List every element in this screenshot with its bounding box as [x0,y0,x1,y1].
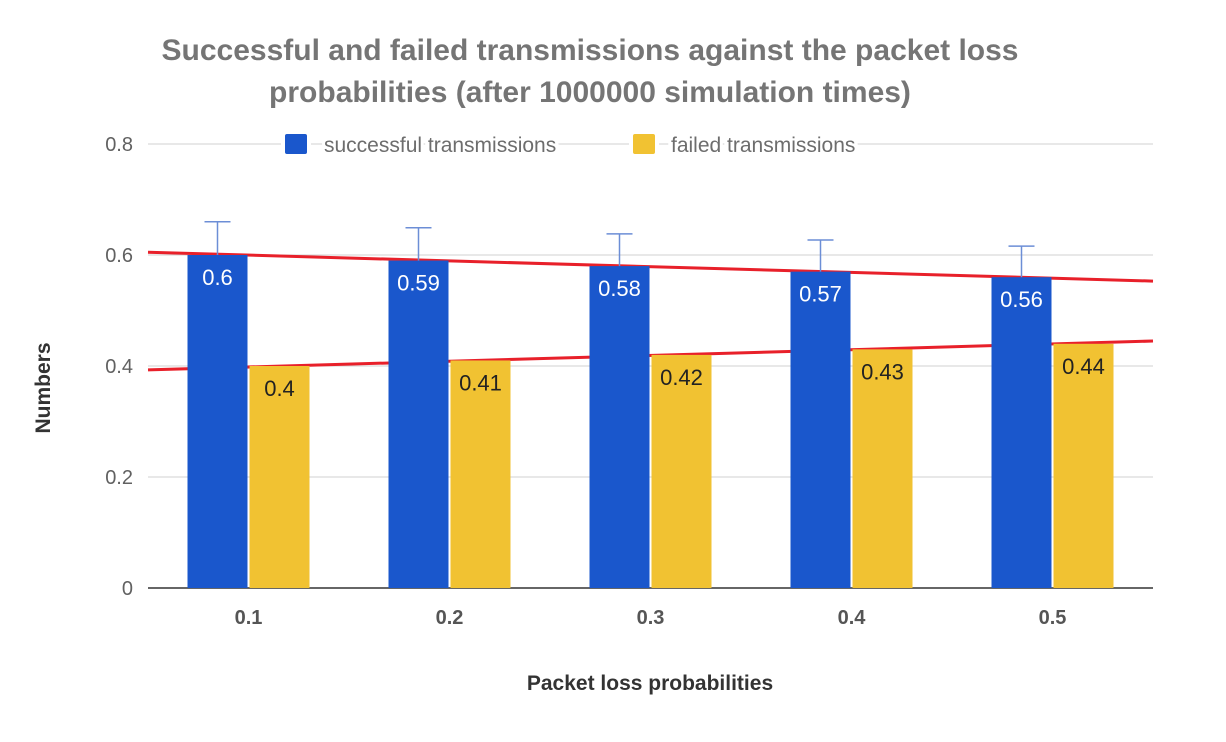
y-tick-label: 0.4 [105,356,133,378]
trendline [147,250,1154,283]
data-label: 0.42 [660,365,703,390]
bar [450,360,511,588]
y-tick-label: 0.8 [105,134,133,156]
data-label: 0.4 [264,376,295,401]
x-axis-title: Packet loss probabilities [527,672,773,695]
legend-swatch [285,134,307,154]
bar [249,366,310,588]
legend-label: failed transmissions [671,134,855,157]
x-tick-label: 0.2 [436,607,464,629]
data-labels: 0.6 0.4 0.59 0.41 0.58 0.42 0.57 0.43 0.56 0.44 [202,265,1105,401]
bars [187,255,1114,588]
y-axis-title: Numbers [32,342,55,433]
y-tick-labels: 0 0.2 0.4 0.6 0.8 [105,134,133,600]
data-label: 0.41 [459,370,502,395]
bar [852,349,913,588]
data-label: 0.6 [202,265,233,290]
error-bars [204,220,1035,278]
legend-label: successful transmissions [324,134,556,157]
legend: successful transmissions failed transmiss… [281,130,858,160]
gridlines [148,143,1153,589]
bar [187,255,248,588]
legend-swatch [633,134,655,154]
data-label: 0.57 [799,282,842,307]
data-label: 0.56 [1000,287,1043,312]
x-tick-label: 0.1 [235,607,263,629]
bar [589,266,650,588]
x-tick-label: 0.3 [637,607,665,629]
bar [1053,343,1114,588]
x-tick-labels: 0.1 0.2 0.3 0.4 0.5 [235,607,1067,629]
data-label: 0.59 [397,271,440,296]
data-label: 0.44 [1062,354,1105,379]
chart-title: Successful and failed transmissions agai… [161,34,1019,109]
bar [991,277,1052,588]
data-label: 0.58 [598,276,641,301]
trendlines [147,250,1154,372]
data-label: 0.43 [861,359,904,384]
bar [790,271,851,588]
y-tick-label: 0 [122,578,133,600]
x-tick-label: 0.5 [1039,607,1067,629]
x-tick-label: 0.4 [838,607,867,629]
bar [388,260,449,588]
bar [651,354,712,588]
trendline [147,339,1154,372]
y-tick-label: 0.6 [105,245,133,267]
y-tick-label: 0.2 [105,467,133,489]
